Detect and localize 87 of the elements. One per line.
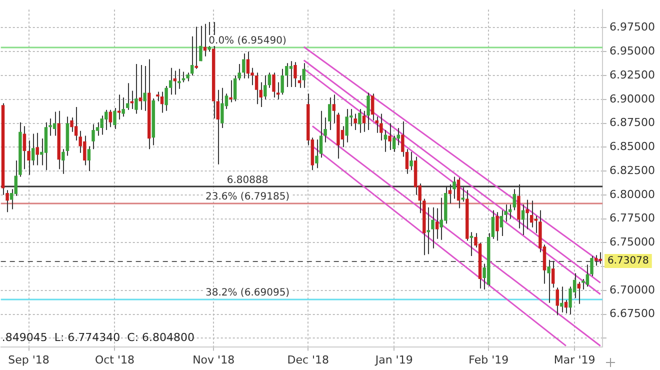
candlestick: [358, 108, 362, 134]
y-tick-label: 6.77500: [610, 212, 656, 225]
candlestick: [345, 108, 348, 143]
candlestick: [547, 259, 550, 304]
candlestick: [160, 91, 164, 114]
candlestick: [530, 200, 534, 228]
candlestick: [22, 126, 26, 170]
candlestick: [496, 212, 499, 242]
candlestick: [315, 139, 318, 169]
candlestick: [362, 110, 366, 132]
candlestick: [126, 82, 130, 110]
ref-line-label: 6.80888: [226, 175, 268, 186]
ref-line-label: 6.73078: [608, 256, 649, 267]
candlestick: [117, 94, 121, 120]
candlestick: [254, 72, 258, 105]
candlestick: [168, 67, 172, 96]
candlestick: [182, 71, 186, 83]
candlestick: [199, 25, 202, 62]
candlestick: [354, 113, 358, 130]
candlestick: [426, 206, 430, 255]
candlestick: [431, 206, 434, 249]
candlestick: [194, 26, 198, 70]
y-tick-label: 6.67500: [610, 307, 656, 320]
candlestick: [229, 80, 232, 103]
candlestick: [113, 107, 116, 130]
y-tick-label: 6.92500: [610, 68, 656, 82]
candlestick: [27, 140, 30, 176]
y-tick-label: 6.85000: [610, 140, 656, 154]
candlestick: [156, 91, 160, 102]
y-tick-label: 6.87500: [610, 116, 656, 130]
candlestick: [435, 208, 439, 240]
y-tick-label: 6.75000: [610, 236, 656, 249]
candlestick: [380, 113, 383, 141]
candlestick: [500, 210, 504, 236]
candlestick: [134, 64, 138, 114]
candlestick: [122, 96, 125, 118]
candlestick: [36, 132, 39, 166]
y-tick-label: 6.80000: [610, 188, 656, 201]
y-tick-label: 6.90000: [610, 92, 656, 106]
candlestick: [238, 64, 241, 81]
candlestick: [470, 232, 474, 257]
candlestick: [294, 62, 297, 88]
candlestick: [289, 60, 293, 88]
candlestick: [143, 65, 146, 112]
x-tick-label: Sep '18: [8, 353, 50, 366]
candlestick: [396, 128, 400, 146]
candlestick: [242, 53, 246, 79]
candlestick: [384, 129, 388, 152]
candlestick: [598, 252, 602, 264]
candlestick: [233, 75, 237, 102]
candlestick: [164, 86, 168, 112]
candlestick: [280, 68, 284, 96]
ref-line-label: 38.2% (6.69095): [205, 288, 290, 299]
candlestick: [556, 287, 559, 316]
x-tick-label: Oct '18: [94, 353, 135, 366]
candlestick: [246, 51, 250, 79]
candlestick: [410, 151, 413, 171]
candlestick: [521, 204, 525, 236]
candlestick: [370, 93, 374, 121]
candlestick: [87, 146, 91, 172]
ref-line-label: 23.6% (6.79185): [205, 191, 290, 202]
candlestick: [590, 256, 594, 277]
x-tick-label: Feb '19: [468, 353, 509, 366]
candlestick: [388, 122, 392, 151]
candlestick: [108, 109, 112, 128]
ref-line-label: 0.0% (6.95490): [208, 36, 286, 47]
x-tick-label: Jan '19: [374, 353, 413, 366]
candlestick: [302, 62, 306, 88]
candlestick: [560, 286, 564, 313]
y-tick-label: 6.82500: [610, 164, 656, 177]
candlestick: [70, 117, 74, 132]
candlestick: [586, 264, 590, 288]
candlestick: [366, 92, 370, 130]
candlestick: [272, 72, 276, 98]
candlestick: [268, 72, 272, 88]
x-tick-label: Mar '19: [554, 353, 596, 366]
candlestick: [594, 254, 598, 266]
y-tick-label: 6.70000: [610, 283, 656, 296]
candlestick: [328, 96, 332, 130]
y-tick-label: 6.97500: [610, 20, 656, 34]
candlestick: [285, 62, 288, 88]
y-tick-label: 6.95000: [610, 44, 656, 58]
annotation: .849045 L: 6.774340 C: 6.804800: [2, 331, 195, 344]
x-tick-label: Nov '18: [192, 353, 235, 366]
x-tick-label: Dec '18: [287, 353, 330, 366]
candlestick: [138, 64, 142, 110]
candlestick: [92, 124, 95, 150]
